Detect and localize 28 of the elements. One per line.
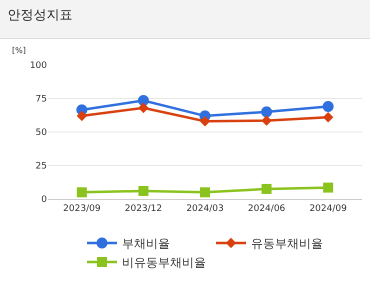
- point: [261, 115, 272, 126]
- point: [138, 186, 148, 196]
- point: [138, 95, 149, 106]
- point: [322, 112, 334, 122]
- point: [200, 116, 210, 126]
- y-tick-label: 75: [36, 94, 47, 105]
- y-tick-label: 0: [41, 195, 48, 206]
- x-tick-label: 2024/06: [248, 204, 286, 214]
- y-axis-title: [%]: [12, 46, 26, 55]
- chart-title: 안정성지표: [7, 8, 72, 23]
- point: [76, 110, 88, 122]
- point: [261, 106, 272, 118]
- point: [262, 184, 272, 194]
- x-tick-label: 2023/09: [63, 204, 101, 214]
- point: [323, 182, 334, 193]
- y-tick-label: 50: [36, 128, 48, 138]
- point: [138, 102, 149, 114]
- y-tick-label: 25: [36, 162, 47, 172]
- point: [76, 187, 87, 198]
- y-tick-label: 100: [30, 61, 48, 72]
- x-tick-label: 2024/03: [186, 204, 224, 214]
- point: [200, 187, 210, 198]
- x-tick-label: 2023/12: [124, 204, 162, 214]
- point: [322, 101, 334, 112]
- legend-label: 유동부채비율: [251, 236, 323, 251]
- legend-label: 부채비율: [122, 236, 170, 251]
- legend-label: 비유동부채비율: [122, 256, 206, 270]
- x-tick-label: 2024/09: [309, 204, 348, 214]
